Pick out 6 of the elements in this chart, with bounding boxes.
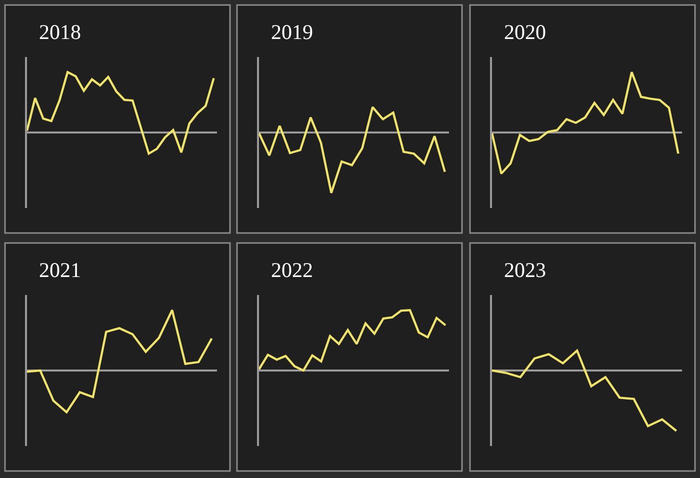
chart-title: 2021 (39, 258, 81, 282)
chart-title: 2023 (504, 258, 546, 282)
chart-title: 2022 (271, 258, 313, 282)
chart-title: 2020 (504, 20, 546, 44)
chart-title: 2019 (271, 20, 313, 44)
chart-title: 2018 (39, 20, 81, 44)
